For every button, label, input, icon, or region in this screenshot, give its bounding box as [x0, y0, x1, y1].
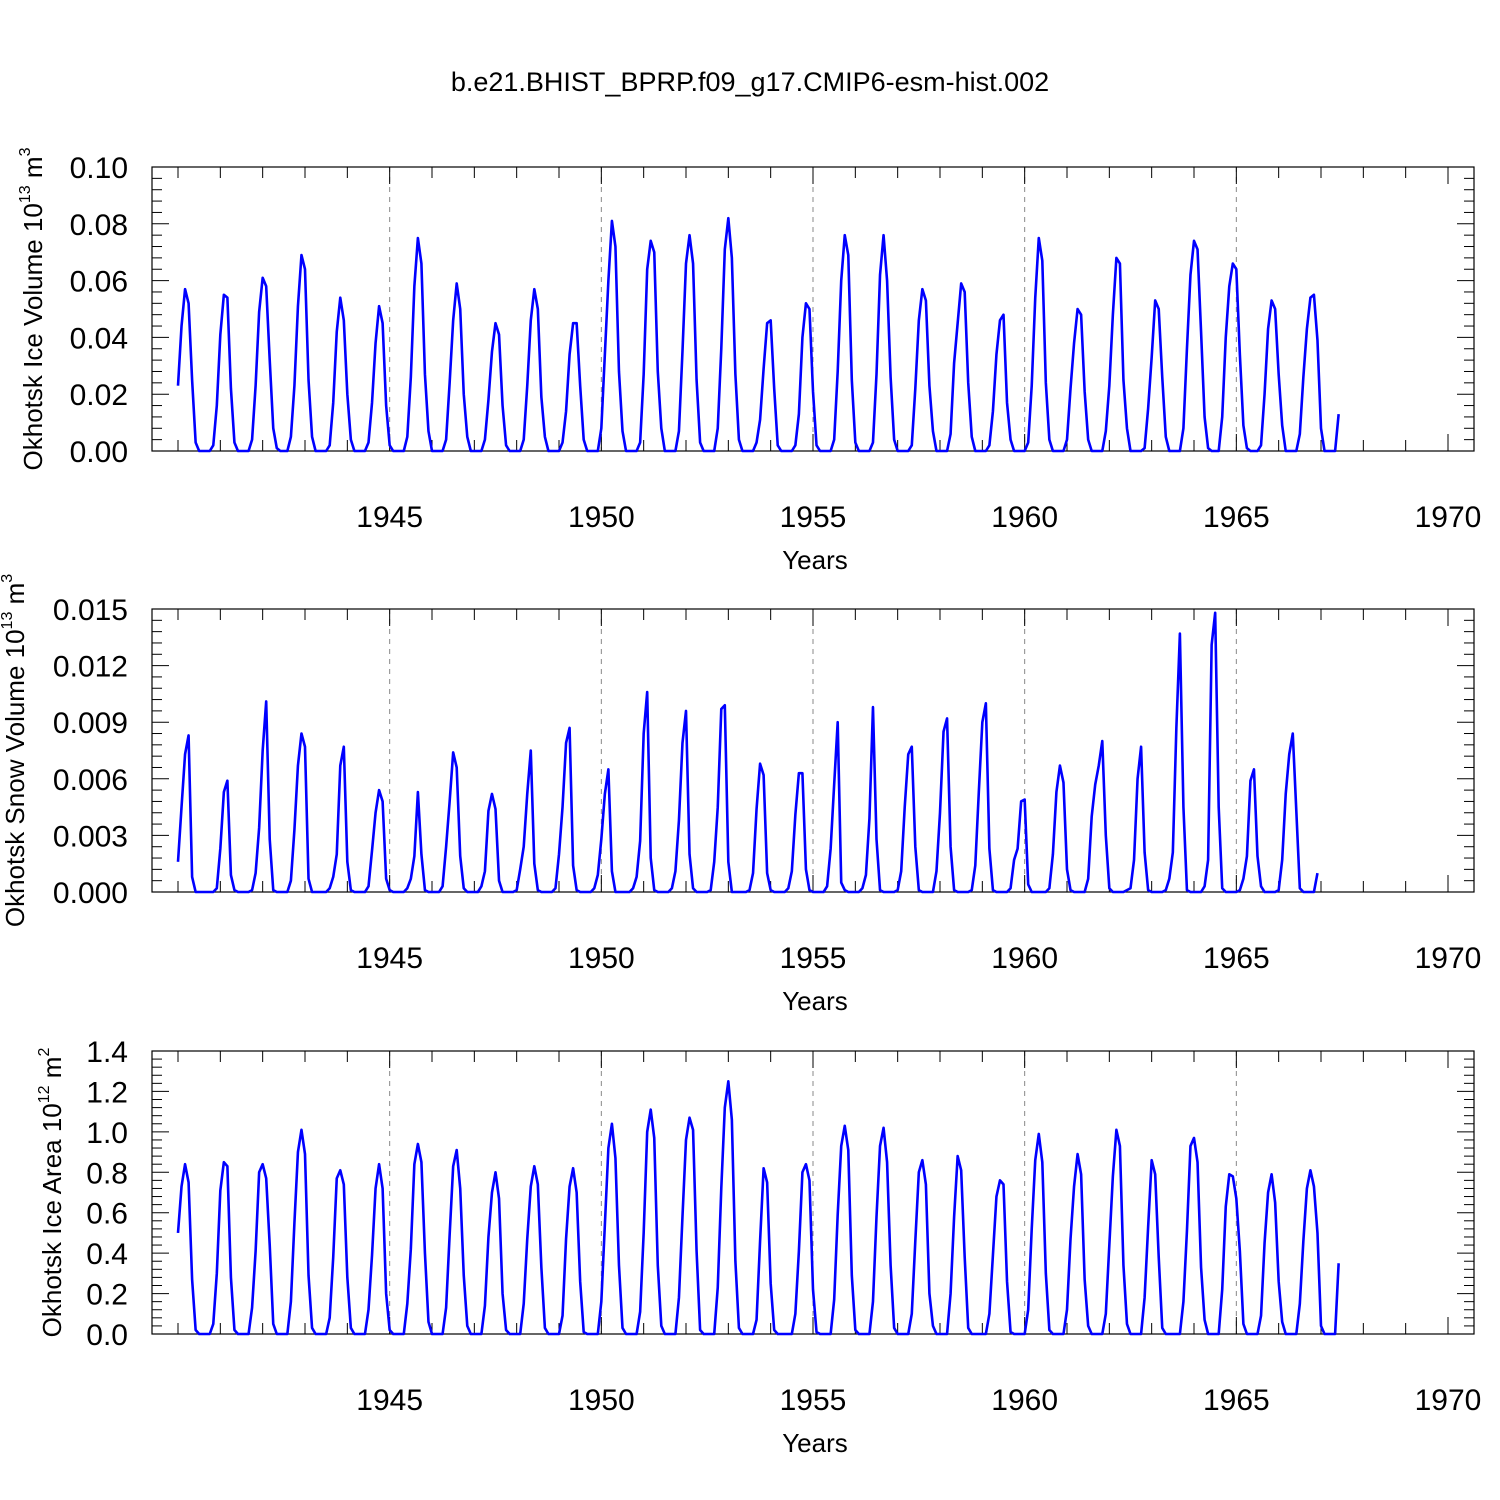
x-tick-label: 1955 — [780, 501, 847, 534]
y-axis-label-exponent: 13 — [17, 185, 34, 203]
x-tick-label: 1955 — [780, 1384, 847, 1417]
x-tick-label: 1965 — [1203, 942, 1270, 975]
x-tick-label: 1945 — [356, 1384, 423, 1417]
series-line-1 — [176, 1080, 1340, 1336]
panels: 1945 1950 1955 1960 1965 19700.000.020.040.06… — [0, 147, 1481, 1458]
y-axis-label-exponent: 12 — [36, 1085, 53, 1103]
y-tick-label: 1.2 — [86, 1076, 128, 1109]
x-tick-label: 1960 — [991, 501, 1058, 534]
x-axis-label: Years — [782, 545, 848, 575]
y-axis-label-unit: m — [0, 583, 30, 612]
y-tick-label: 0.08 — [70, 209, 128, 242]
y-axis-label-unit-exponent: 3 — [0, 574, 16, 583]
series-line-1 — [176, 611, 1319, 894]
x-axis-label: Years — [782, 986, 848, 1016]
y-tick-label: 0.009 — [53, 707, 128, 740]
x-tick-label: 1970 — [1415, 501, 1482, 534]
y-tick-label: 0.02 — [70, 379, 128, 412]
x-tick-label: 1960 — [991, 1384, 1058, 1417]
x-tick-label: 1950 — [568, 501, 635, 534]
x-tick-label: 1970 — [1415, 942, 1482, 975]
y-axis-label-unit-exponent: 2 — [36, 1048, 53, 1057]
x-tick-label: 1955 — [780, 942, 847, 975]
x-tick-label: 1950 — [568, 1384, 635, 1417]
panel-1: 1945 1950 1955 1960 1965 1970 0.00 0.02 0.04 0.06… — [17, 147, 1481, 575]
y-axis-label-text: Okhotsk Snow Volume 10 — [0, 629, 30, 927]
y-axis-label-unit: m — [37, 1057, 67, 1086]
y-tick-label: 0.04 — [70, 322, 128, 355]
series-line-1 — [176, 216, 1340, 453]
y-tick-label: 0.0 — [86, 1319, 128, 1352]
y-tick-label: 1.4 — [86, 1036, 128, 1069]
x-tick-label: 1965 — [1203, 501, 1270, 534]
y-tick-label: 0.6 — [86, 1198, 128, 1231]
y-tick-label: 0.015 — [53, 594, 128, 627]
y-tick-label: 0.4 — [86, 1238, 128, 1271]
y-axis-label-unit-exponent: 3 — [17, 147, 34, 156]
y-tick-label: 0.012 — [53, 651, 128, 684]
y-tick-label: 0.003 — [53, 820, 128, 853]
y-axis-label: Okhotsk Ice Area 1012 m2 — [36, 1048, 67, 1338]
x-tick-label: 1945 — [356, 942, 423, 975]
y-tick-label: 0.000 — [53, 877, 128, 910]
x-tick-label: 1950 — [568, 942, 635, 975]
y-tick-label: 0.2 — [86, 1279, 128, 1312]
y-axis-label: Okhotsk Snow Volume 1013 m3 — [0, 574, 30, 927]
x-tick-label: 1965 — [1203, 1384, 1270, 1417]
y-axis-label: Okhotsk Ice Volume 1013 m3 — [17, 147, 48, 470]
y-tick-label: 0.8 — [86, 1157, 128, 1190]
y-axis-label-exponent: 13 — [0, 612, 16, 630]
y-tick-label: 0.006 — [53, 764, 128, 797]
x-tick-label: 1970 — [1415, 1384, 1482, 1417]
y-axis-label-text: Okhotsk Ice Volume 10 — [18, 203, 48, 470]
x-tick-label: 1945 — [356, 501, 423, 534]
y-tick-label: 0.00 — [70, 436, 128, 469]
x-tick-label: 1960 — [991, 942, 1058, 975]
panel-3: 1945 1950 1955 1960 1965 1970 0.0 0.2 0.4 0.6 0.8 1… — [36, 1036, 1481, 1458]
y-axis-label-unit: m — [18, 156, 48, 185]
figure-title: b.e21.BHIST_BPRP.f09_g17.CMIP6-esm-hist.… — [451, 67, 1049, 97]
panel-2: 1945 1950 1955 1960 1965 1970 0.000 0.003 0.006 0… — [0, 574, 1481, 1016]
y-tick-label: 0.06 — [70, 266, 128, 299]
y-tick-label: 1.0 — [86, 1117, 128, 1150]
y-tick-label: 0.10 — [70, 152, 128, 185]
x-axis-label: Years — [782, 1428, 848, 1458]
y-axis-label-text: Okhotsk Ice Area 10 — [37, 1103, 67, 1337]
